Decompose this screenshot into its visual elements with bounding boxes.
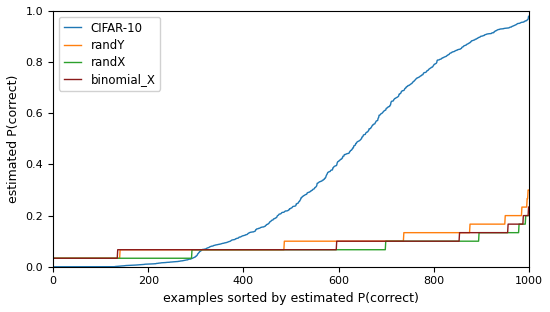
randX — [98, 256, 105, 260]
randY — [98, 256, 105, 260]
Line: binomial_X: binomial_X — [53, 207, 529, 258]
X-axis label: examples sorted by estimated P(correct): examples sorted by estimated P(correct) — [163, 292, 419, 305]
randY — [259, 248, 266, 251]
CIFAR-10 — [242, 233, 249, 237]
binomial_X — [376, 239, 383, 243]
Line: CIFAR-10: CIFAR-10 — [53, 16, 529, 267]
binomial_X — [525, 205, 532, 209]
CIFAR-10 — [525, 14, 532, 18]
Line: randX: randX — [53, 216, 529, 258]
randX — [429, 239, 436, 243]
CIFAR-10 — [50, 265, 56, 269]
randY — [429, 231, 436, 235]
randY — [242, 248, 249, 251]
binomial_X — [50, 256, 56, 260]
randX — [525, 214, 532, 217]
randX — [50, 256, 56, 260]
randX — [242, 248, 249, 251]
randY — [50, 256, 56, 260]
randY — [525, 188, 531, 192]
CIFAR-10 — [429, 65, 436, 69]
CIFAR-10 — [98, 265, 105, 269]
randY — [525, 188, 532, 192]
Line: randY: randY — [53, 190, 529, 258]
binomial_X — [242, 248, 249, 251]
CIFAR-10 — [421, 71, 427, 75]
binomial_X — [98, 256, 105, 260]
CIFAR-10 — [376, 113, 383, 117]
binomial_X — [421, 239, 427, 243]
Legend: CIFAR-10, randY, randX, binomial_X: CIFAR-10, randY, randX, binomial_X — [59, 17, 161, 91]
randX — [522, 214, 529, 217]
randX — [376, 248, 383, 251]
randY — [376, 239, 383, 243]
binomial_X — [429, 239, 436, 243]
binomial_X — [259, 248, 266, 251]
randX — [421, 239, 427, 243]
randX — [259, 248, 266, 251]
CIFAR-10 — [259, 225, 266, 229]
Y-axis label: estimated P(correct): estimated P(correct) — [7, 75, 20, 203]
randY — [421, 231, 427, 235]
